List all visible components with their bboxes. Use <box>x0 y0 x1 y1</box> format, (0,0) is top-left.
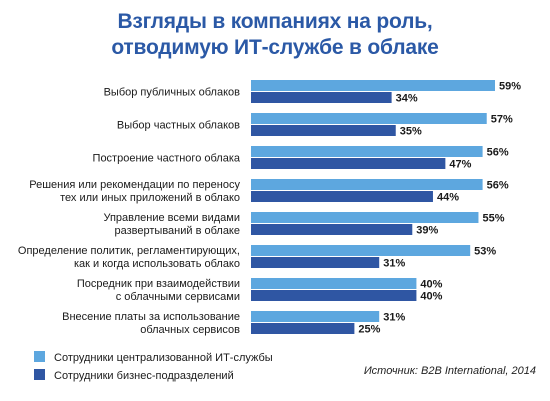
data-label: 39% <box>416 225 438 237</box>
data-label: 55% <box>482 213 504 225</box>
category-label: развертываний в облаке <box>115 225 241 237</box>
bar <box>251 80 495 91</box>
category-label: Решения или рекомендации по переносу <box>29 179 240 191</box>
bar <box>251 158 446 169</box>
bar <box>251 311 380 322</box>
data-label: 34% <box>396 93 418 105</box>
bar <box>251 125 396 136</box>
category-label: Управление всеми видами <box>103 212 240 224</box>
chart-title: Взгляды в компаниях на роль, <box>117 10 433 33</box>
data-label: 31% <box>383 312 405 324</box>
chart-subtitle: отводимую ИТ-службе в облаке <box>111 36 439 59</box>
data-label: 47% <box>449 159 471 171</box>
bar <box>251 224 413 235</box>
data-label: 35% <box>400 126 422 138</box>
bar <box>251 92 392 103</box>
bar <box>251 113 487 124</box>
data-label: 53% <box>474 246 496 258</box>
bar <box>251 245 471 256</box>
category-label: тех или иных приложений в облако <box>60 192 240 204</box>
data-label: 57% <box>491 114 513 126</box>
category-label: Определение политик, регламентирующих, <box>18 245 240 257</box>
bar <box>251 212 479 223</box>
bar <box>251 323 355 334</box>
legend-label: Сотрудники централизованной ИТ-службы <box>54 352 273 364</box>
bar <box>251 278 417 289</box>
data-label: 56% <box>487 147 509 159</box>
category-label: как и когда использовать облако <box>74 258 240 270</box>
category-label: облачных сервисов <box>140 324 240 336</box>
category-label: Построение частного облака <box>93 153 241 165</box>
data-label: 59% <box>499 81 521 93</box>
data-label: 40% <box>420 291 442 303</box>
data-label: 56% <box>487 180 509 192</box>
legend-swatch <box>34 369 45 380</box>
legend-swatch <box>34 351 45 362</box>
category-label: с облачными сервисами <box>116 291 240 303</box>
data-label: 44% <box>437 192 459 204</box>
bar <box>251 257 380 268</box>
data-label: 31% <box>383 258 405 270</box>
bar <box>251 191 433 202</box>
category-label: Выбор публичных облаков <box>104 87 241 99</box>
legend-label: Сотрудники бизнес-подразделений <box>54 370 234 382</box>
data-label: 40% <box>420 279 442 291</box>
data-label: 25% <box>358 324 380 336</box>
bar <box>251 290 417 301</box>
chart-source: Источник: B2B International, 2014 <box>363 365 536 377</box>
bar <box>251 146 483 157</box>
bar <box>251 179 483 190</box>
category-label: Внесение платы за использование <box>62 311 240 323</box>
category-label: Посредник при взаимодействии <box>77 278 240 290</box>
category-label: Выбор частных облаков <box>117 120 240 132</box>
